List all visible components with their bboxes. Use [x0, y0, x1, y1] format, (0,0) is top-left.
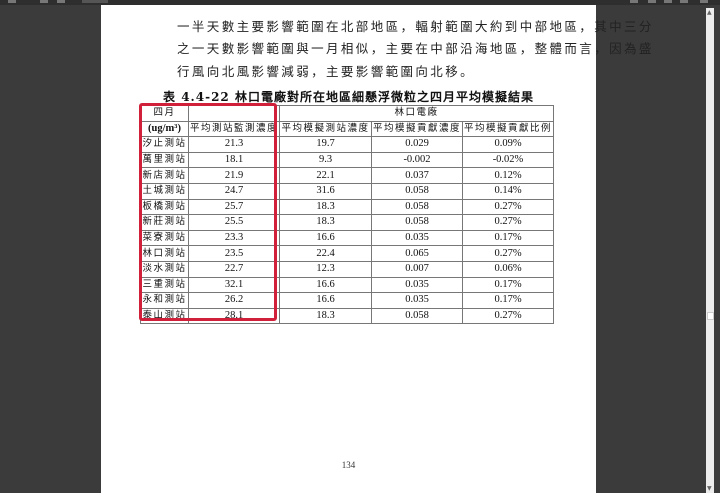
- table-cell: 22.1: [279, 167, 372, 184]
- column-header: 平均模擬貢獻比例: [462, 120, 554, 138]
- table-cell: 0.007: [371, 260, 463, 278]
- table-cell: 0.06%: [462, 260, 554, 278]
- table-cell: 0.12%: [462, 167, 554, 184]
- table-cell: 0.058: [371, 307, 463, 325]
- toolbar-field[interactable]: [82, 0, 108, 3]
- table-cell: 0.27%: [462, 307, 554, 325]
- table-row: 三重測站 32.1 16.6 0.035 0.17%: [140, 276, 554, 294]
- table-cell: 31.6: [279, 182, 372, 200]
- table-cell: 12.3: [279, 260, 372, 278]
- table-cell: 18.3: [279, 198, 372, 216]
- toolbar-button[interactable]: [8, 0, 16, 3]
- scrollbar-thumb[interactable]: [707, 312, 714, 320]
- table-cell: 16.6: [279, 276, 372, 294]
- highlight-box: [139, 103, 277, 321]
- toolbar-button[interactable]: [664, 0, 672, 3]
- table-row: 土城測站 24.7 31.6 0.058 0.14%: [140, 182, 554, 200]
- table-row: 林口測站 23.5 22.4 0.065 0.27%: [140, 245, 554, 262]
- toolbar-button[interactable]: [680, 0, 688, 3]
- table-row: 永和測站 26.2 16.6 0.035 0.17%: [140, 292, 554, 309]
- table-cell: 22.4: [279, 245, 372, 262]
- table-cell: 16.6: [279, 229, 372, 247]
- table-cell: 0.17%: [462, 276, 554, 294]
- scroll-up-arrow-icon[interactable]: ▲: [707, 9, 712, 16]
- table-cell: 0.035: [371, 229, 463, 247]
- table-row: 萬里測站 18.1 9.3 -0.002 -0.02%: [140, 151, 554, 169]
- table-cell: 0.14%: [462, 182, 554, 200]
- table-cell: 18.3: [279, 307, 372, 325]
- table-caption: 表 4.4-22 林口電廠對所在地區細懸浮微粒之四月平均模擬結果: [163, 90, 534, 104]
- document-page: 一半天數主要影響範圍在北部地區，輻射範圍大約到中部地區，其中三分 之一天數影響範…: [101, 5, 651, 493]
- toolbar-button[interactable]: [57, 0, 65, 3]
- toolbar-button[interactable]: [700, 0, 708, 3]
- table-cell: 0.058: [371, 182, 463, 200]
- table-cell: 0.035: [371, 276, 463, 294]
- table-row: 新店測站 21.9 22.1 0.037 0.12%: [140, 167, 554, 184]
- table-cell: 0.17%: [462, 292, 554, 309]
- table-cell: 18.3: [279, 214, 372, 231]
- column-header: 平均模擬貢獻濃度: [371, 120, 463, 138]
- table-cell: -0.002: [371, 151, 463, 169]
- table-cell: 19.7: [279, 136, 372, 153]
- table-cell: 16.6: [279, 292, 372, 309]
- scroll-down-arrow-icon[interactable]: ▼: [707, 485, 712, 492]
- table-cell: 0.058: [371, 198, 463, 216]
- table-cell: 0.037: [371, 167, 463, 184]
- table-cell: 0.27%: [462, 214, 554, 231]
- column-header: 平均模擬測站濃度: [279, 120, 372, 138]
- table-cell: 0.035: [371, 292, 463, 309]
- table-cell: 0.17%: [462, 229, 554, 247]
- paragraph-line: 一半天數主要影響範圍在北部地區，輻射範圍大約到中部地區，其中三分: [177, 19, 654, 34]
- header-group: 林口電廠: [279, 105, 554, 122]
- toolbar-button[interactable]: [40, 0, 48, 3]
- table-cell: 0.09%: [462, 136, 554, 153]
- toolbar-button[interactable]: [648, 0, 656, 3]
- table-cell: 0.27%: [462, 245, 554, 262]
- table-row: 板橋測站 25.7 18.3 0.058 0.27%: [140, 198, 554, 216]
- table-cell: 0.065: [371, 245, 463, 262]
- viewer-toolbar: [0, 0, 720, 5]
- table-row: 新莊測站 25.5 18.3 0.058 0.27%: [140, 214, 554, 231]
- table-cell: 9.3: [279, 151, 372, 169]
- table-cell: 0.029: [371, 136, 463, 153]
- table-cell: 0.27%: [462, 198, 554, 216]
- paragraph-line: 行風向北風影響減弱，主要影響範圍向北移。: [177, 64, 476, 79]
- table-cell: -0.02%: [462, 151, 554, 169]
- vertical-scrollbar[interactable]: [706, 8, 714, 493]
- page-number: 134: [341, 460, 356, 470]
- paragraph-line: 之一天數影響範圍與一月相似，主要在中部沿海地區，整體而言，因為盛: [177, 41, 654, 56]
- toolbar-button[interactable]: [630, 0, 638, 3]
- table-cell: 0.058: [371, 214, 463, 231]
